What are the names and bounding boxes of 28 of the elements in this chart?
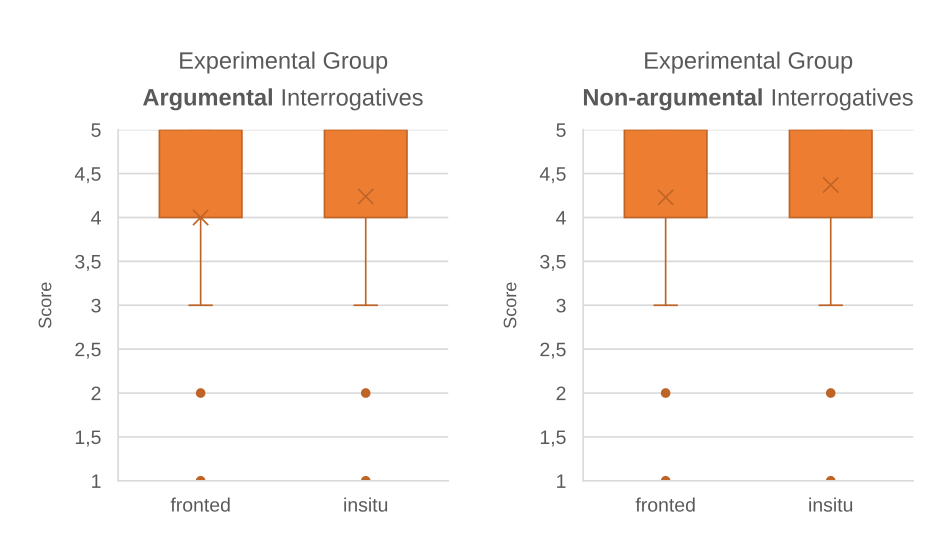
y-tick-label: 3 — [556, 298, 566, 312]
chart-subtitle: Non-argumental Interrogatives — [584, 88, 913, 110]
y-tick-label: 4,5 — [540, 167, 566, 184]
x-tick-label: fronted — [170, 497, 230, 512]
y-tick-label: 2 — [92, 386, 100, 400]
y-tick-label: 5 — [91, 123, 101, 137]
y-tick-label: 2,5 — [75, 342, 101, 359]
x-tick-label: insitu — [809, 497, 852, 512]
y-tick-label: 5 — [556, 123, 566, 137]
y-tick-label: 4 — [556, 211, 566, 225]
chart-title: Experimental Group — [180, 52, 388, 74]
y-axis-title: Score — [38, 282, 52, 328]
chart-subtitle: Argumental Interrogatives — [143, 88, 423, 110]
y-tick-label: 2,5 — [540, 342, 566, 359]
y-axis-title: Score — [504, 282, 516, 328]
y-tick-label: 1 — [557, 474, 566, 488]
x-tick-label: fronted — [636, 497, 695, 512]
chart-title: Experimental Group — [645, 52, 852, 74]
y-tick-label: 1,5 — [540, 430, 566, 446]
y-tick-label: 3,5 — [540, 254, 566, 271]
y-tick-label: 3,5 — [75, 254, 101, 271]
y-tick-label: 4 — [91, 211, 101, 225]
y-tick-label: 3 — [91, 298, 101, 312]
y-tick-label: 4,5 — [74, 167, 101, 184]
y-tick-label: 2 — [556, 386, 566, 400]
x-tick-label: insitu — [344, 497, 388, 512]
y-tick-label: 1 — [92, 474, 100, 488]
y-tick-label: 1,5 — [76, 430, 101, 446]
